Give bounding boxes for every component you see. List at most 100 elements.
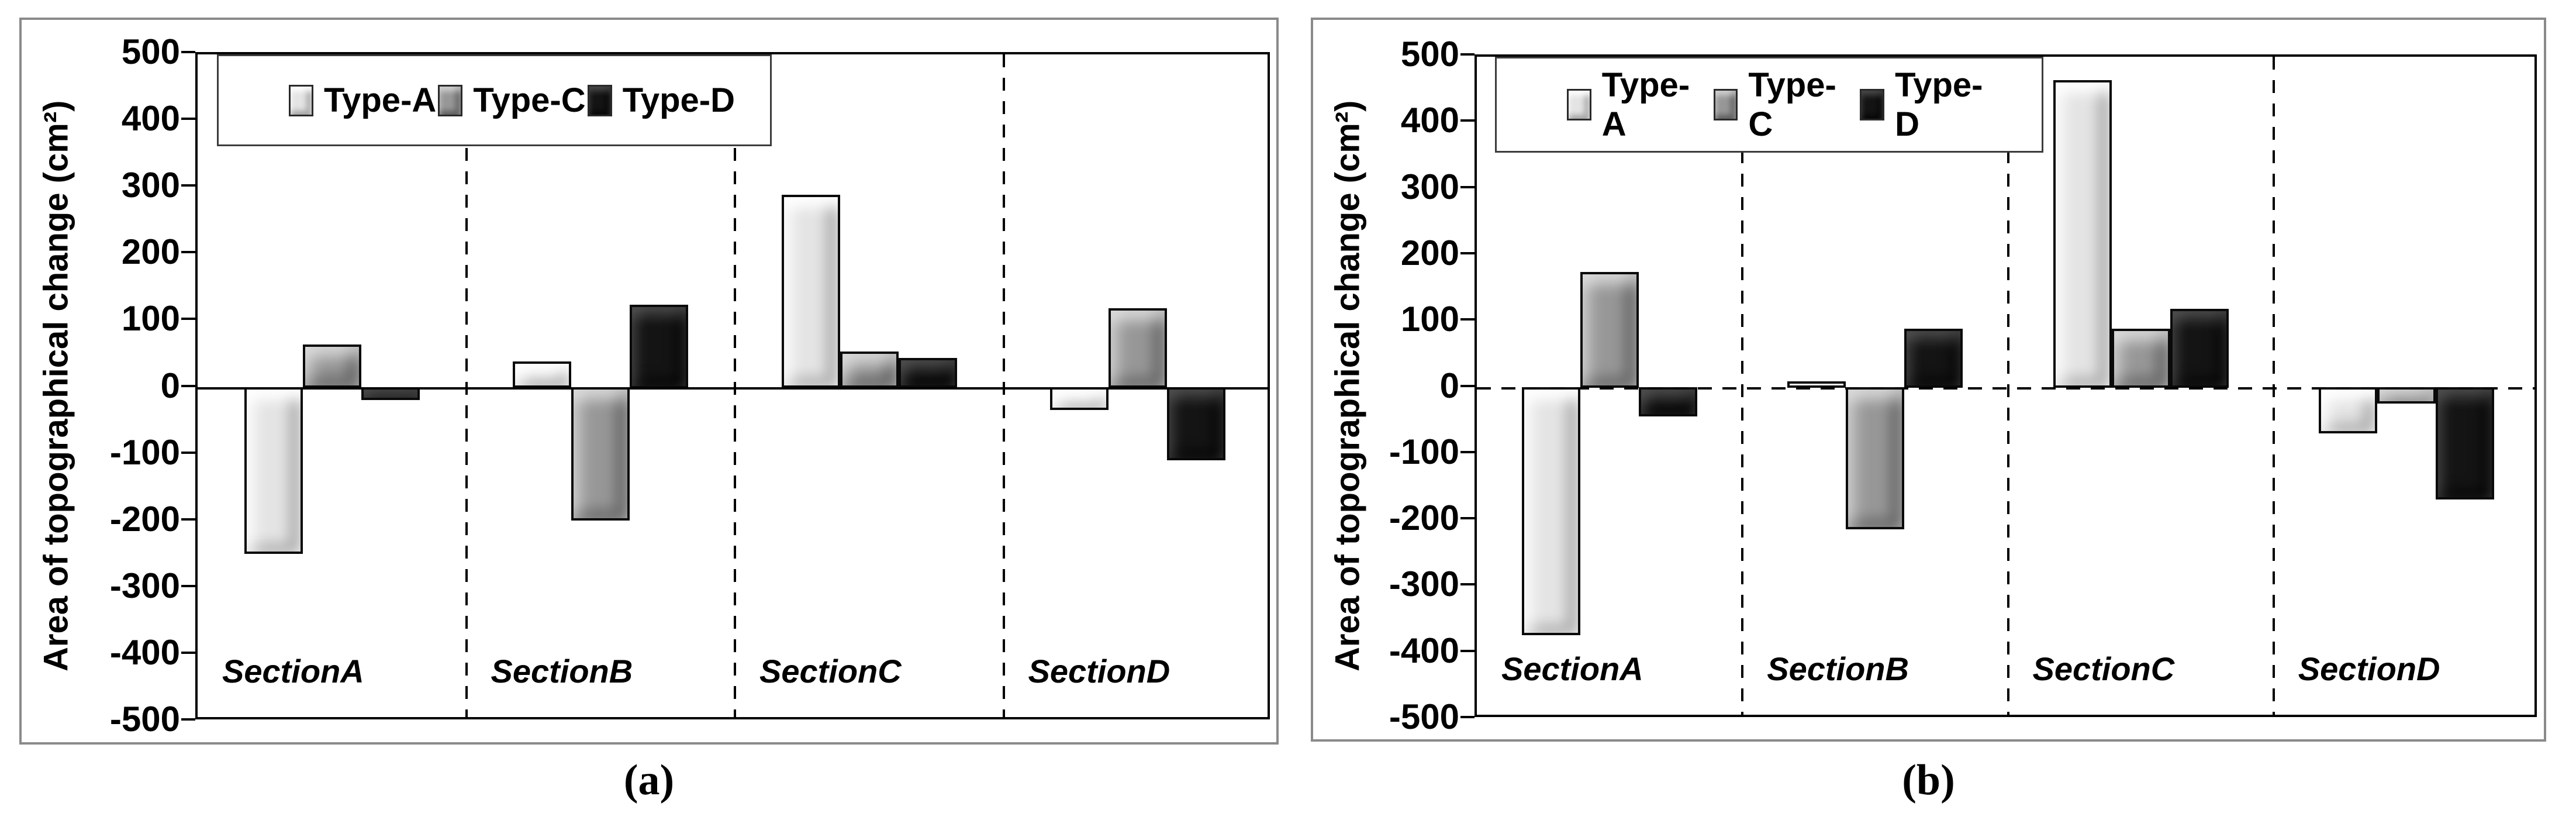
legend-swatch-type-a bbox=[289, 84, 313, 116]
section-label-SectionA: SectionA bbox=[222, 653, 364, 690]
y-tick bbox=[181, 184, 195, 187]
y-tick bbox=[1460, 450, 1475, 453]
y-tick-label: -100 bbox=[1389, 432, 1459, 471]
y-tick-label: -300 bbox=[1389, 564, 1459, 604]
subfigure-caption-b: (b) bbox=[1902, 756, 1955, 804]
y-tick-label: -400 bbox=[109, 632, 180, 672]
legend-swatch-type-c bbox=[1713, 89, 1738, 120]
y-tick bbox=[1460, 649, 1475, 652]
y-tick-label: 100 bbox=[1400, 299, 1459, 339]
bar-Type-D-SectionD bbox=[2435, 387, 2494, 500]
y-tick bbox=[181, 451, 195, 454]
plot-area: SectionA SectionB SectionC SectionD Type-A Ty… bbox=[195, 52, 1270, 719]
y-tick-label: 300 bbox=[121, 166, 180, 205]
bar-Type-D-SectionC bbox=[2170, 308, 2229, 388]
legend-label: Type-D bbox=[1895, 66, 1983, 143]
y-tick bbox=[181, 251, 195, 254]
subfigure-caption-a: (a) bbox=[623, 756, 675, 804]
section-label-SectionB: SectionB bbox=[491, 653, 633, 690]
bar-Type-D-SectionC bbox=[898, 358, 957, 388]
section-label-SectionD: SectionD bbox=[2298, 650, 2440, 687]
section-label-SectionB: SectionB bbox=[1767, 650, 1909, 687]
section-divider bbox=[2272, 57, 2275, 715]
legend-item-Type-C: Type-C bbox=[438, 81, 586, 120]
section-divider bbox=[465, 54, 468, 717]
y-tick-label: 400 bbox=[1400, 101, 1459, 140]
bar-Type-A-SectionD bbox=[2318, 387, 2377, 433]
legend-item-Type-D: Type-D bbox=[587, 81, 735, 120]
legend-label: Type-A bbox=[324, 81, 437, 119]
bar-Type-A-SectionA bbox=[1522, 387, 1581, 636]
y-tick bbox=[1460, 53, 1475, 56]
bar-Type-C-SectionD bbox=[1109, 308, 1168, 388]
legend-item-Type-A: Type-A bbox=[1567, 66, 1714, 144]
bar-Type-C-SectionC bbox=[840, 351, 899, 388]
bar-Type-C-SectionD bbox=[2377, 387, 2436, 404]
bar-Type-A-SectionC bbox=[2053, 80, 2112, 388]
bar-Type-D-SectionA bbox=[1639, 387, 1698, 417]
bar-Type-D-SectionD bbox=[1167, 387, 1226, 460]
y-tick-label: 400 bbox=[121, 99, 180, 139]
bar-Type-A-SectionB bbox=[1787, 381, 1846, 388]
bar-Type-C-SectionB bbox=[571, 387, 630, 521]
y-tick-label: -500 bbox=[1389, 697, 1459, 736]
legend-label: Type-D bbox=[622, 81, 735, 119]
y-tick bbox=[1460, 185, 1475, 188]
legend-item-Type-C: Type-C bbox=[1713, 66, 1860, 144]
bar-Type-C-SectionA bbox=[302, 344, 361, 388]
section-label-SectionA: SectionA bbox=[1501, 650, 1643, 687]
chart-panel-b: Area of topographical change (cm²) Secti… bbox=[1311, 18, 2546, 742]
y-tick-label: 300 bbox=[1400, 167, 1459, 206]
y-tick-label: -400 bbox=[1389, 630, 1459, 670]
legend-swatch-type-d bbox=[1860, 89, 1885, 120]
legend: Type-A Type-C Type-D bbox=[1495, 57, 2043, 153]
legend-swatch-type-a bbox=[1567, 89, 1591, 120]
bar-Type-C-SectionA bbox=[1580, 272, 1639, 388]
y-tick bbox=[1460, 119, 1475, 122]
y-tick bbox=[1460, 384, 1475, 387]
y-tick bbox=[181, 651, 195, 654]
zero-line bbox=[198, 387, 1268, 390]
bar-Type-C-SectionB bbox=[1846, 387, 1905, 530]
section-label-SectionD: SectionD bbox=[1028, 653, 1170, 690]
y-tick-label: 500 bbox=[121, 32, 180, 71]
y-tick bbox=[1460, 716, 1475, 718]
section-label-SectionC: SectionC bbox=[759, 653, 902, 690]
plot-area: SectionA SectionB SectionC SectionD Type-A Ty… bbox=[1475, 54, 2537, 717]
chart-panel-a: Area of topographical change (cm²) Secti… bbox=[19, 18, 1279, 745]
y-tick bbox=[1460, 318, 1475, 321]
y-tick-label: 200 bbox=[121, 232, 180, 272]
y-tick-label: 100 bbox=[121, 299, 180, 339]
zero-line bbox=[1477, 387, 2534, 390]
legend: Type-A Type-C Type-D bbox=[217, 54, 772, 146]
bar-Type-D-SectionB bbox=[630, 304, 689, 388]
legend-swatch-type-d bbox=[587, 84, 612, 116]
bar-Type-A-SectionC bbox=[781, 194, 840, 388]
section-divider bbox=[1002, 54, 1005, 717]
y-tick-label: -200 bbox=[109, 499, 180, 539]
y-tick-label: 500 bbox=[1400, 35, 1459, 74]
legend-label: Type-C bbox=[1748, 66, 1836, 143]
y-tick-label: -100 bbox=[109, 432, 180, 472]
y-tick-label: -300 bbox=[109, 566, 180, 605]
y-tick bbox=[181, 118, 195, 120]
legend-label: Type-A bbox=[1601, 66, 1690, 143]
y-tick-label: 0 bbox=[1439, 366, 1459, 405]
y-tick-label: -200 bbox=[1389, 498, 1459, 538]
legend-item-Type-A: Type-A bbox=[289, 81, 436, 120]
y-tick bbox=[181, 318, 195, 321]
legend-swatch-type-c bbox=[438, 84, 463, 116]
y-tick-label: 200 bbox=[1400, 233, 1459, 273]
y-tick-label: -500 bbox=[109, 700, 180, 739]
y-tick-label: 0 bbox=[160, 366, 180, 405]
y-tick bbox=[181, 384, 195, 387]
legend-item-Type-D: Type-D bbox=[1860, 66, 2007, 144]
bar-Type-A-SectionA bbox=[244, 387, 303, 554]
y-tick bbox=[181, 518, 195, 521]
y-tick bbox=[181, 51, 195, 53]
y-tick bbox=[181, 584, 195, 587]
y-tick bbox=[1460, 517, 1475, 520]
y-tick bbox=[181, 718, 195, 721]
section-divider bbox=[734, 54, 736, 717]
